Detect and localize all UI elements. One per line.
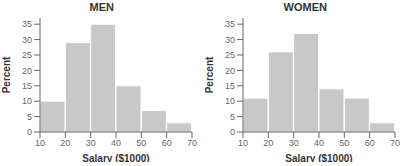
svg-text:30: 30: [289, 138, 299, 148]
svg-text:40: 40: [314, 138, 324, 148]
html-text:WOMEN: WOMEN: [283, 1, 327, 13]
svg-text:20: 20: [225, 66, 235, 76]
svg-text:20: 20: [60, 138, 70, 148]
svg-text:70: 70: [390, 138, 399, 148]
svg-text:0: 0: [230, 127, 235, 137]
svg-text:10: 10: [35, 138, 45, 148]
svg-text:10: 10: [225, 96, 235, 106]
svg-text:35: 35: [22, 19, 32, 29]
svg-text:50: 50: [340, 138, 350, 148]
svg-text:70: 70: [187, 138, 197, 148]
svg-text:Percent: Percent: [8, 56, 11, 93]
svg-text:40: 40: [111, 138, 121, 148]
svg-text:15: 15: [225, 81, 235, 91]
svg-text:35: 35: [225, 19, 235, 29]
svg-text:0: 0: [27, 127, 32, 137]
html-text:MEN: MEN: [89, 1, 114, 13]
svg-text:5: 5: [230, 112, 235, 122]
svg-text:15: 15: [22, 81, 32, 91]
svg-text:20: 20: [264, 138, 274, 148]
svg-text:60: 60: [161, 138, 171, 148]
svg-text:50: 50: [136, 138, 146, 148]
svg-text:30: 30: [22, 35, 32, 45]
svg-text:Percent: Percent: [205, 56, 215, 93]
svg-text:Salary ($1000): Salary ($1000): [286, 153, 353, 162]
svg-text:30: 30: [225, 35, 235, 45]
svg-text:5: 5: [27, 112, 32, 122]
svg-text:25: 25: [22, 50, 32, 60]
svg-text:20: 20: [22, 66, 32, 76]
svg-text:30: 30: [85, 138, 95, 148]
svg-text:60: 60: [365, 138, 375, 148]
svg-text:10: 10: [238, 138, 248, 148]
svg-text:10: 10: [22, 96, 32, 106]
svg-text:Salary ($1000): Salary ($1000): [82, 153, 149, 162]
svg-text:25: 25: [225, 50, 235, 60]
